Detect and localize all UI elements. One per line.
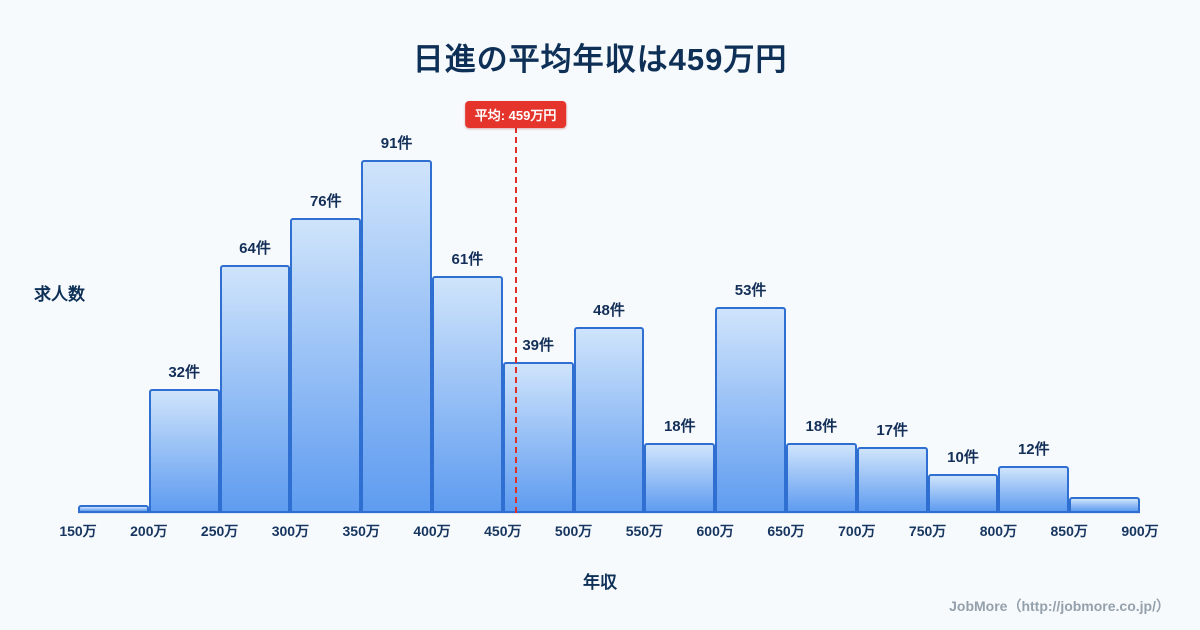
bar-value-label: 39件 [522,337,555,354]
bar-value-label: 48件 [593,302,625,319]
x-tick-label: 700万 [838,523,876,539]
average-badge: 平均: 459万円 [464,101,567,128]
bar [432,276,503,513]
bar-value-label: 64件 [239,240,271,257]
bar-value-label: 12件 [1017,441,1050,458]
bar-value-label: 91件 [380,135,413,152]
x-axis-ticks: 150万 200万 250万 300万 350万 400万 450万 500万 550万 600万… [59,521,1158,541]
x-tick-label: 250万 [200,523,239,539]
bar-value-label: 61件 [451,251,484,268]
bar [856,447,928,513]
bar-value-label: 18件 [805,418,838,435]
x-tick-label: 450万 [484,523,522,539]
bar [573,327,645,513]
x-axis-line [78,513,1140,514]
x-tick-label: 150万 [59,523,97,539]
bar [290,218,362,513]
bar [715,307,786,513]
bar [998,466,1070,513]
x-tick-label: 500万 [554,523,593,539]
x-axis-label: 年収 [583,573,617,592]
y-axis-label: 求人数 [34,285,85,304]
bar-value-label: 10件 [947,449,979,466]
x-tick-label: 800万 [979,523,1018,539]
x-tick-label: 650万 [767,523,805,539]
x-tick-label: 600万 [696,523,734,539]
bar-value-label: 76件 [309,193,342,210]
x-tick-label: 750万 [908,523,947,539]
x-tick-label: 400万 [413,523,451,539]
bar [644,443,716,513]
bar [219,265,291,513]
bar-value-label: 53件 [734,282,767,299]
plot-area: 32件 64件 76件 91件 61件 39件 48件 18件 53件 18件 17件 10件 12件 平… [78,101,1140,513]
bar [927,474,999,513]
average-line [514,127,517,513]
bar [502,362,574,513]
chart-title: 日進の平均年収は459万円 [412,42,788,77]
x-tick-label: 900万 [1121,523,1159,539]
bar [148,389,220,513]
x-tick-label: 550万 [625,523,664,539]
bar [361,160,432,513]
footer-credit: JobMore（http://jobmore.co.jp/） [949,598,1170,614]
x-tick-label: 200万 [130,523,168,539]
bar [1069,497,1140,513]
bar-value-label: 18件 [663,418,696,435]
x-tick-label: 850万 [1050,523,1088,539]
bar-value-label: 32件 [168,364,201,381]
bar [78,505,149,513]
x-tick-label: 300万 [271,523,310,539]
bar-value-label: 17件 [876,422,909,439]
bar [786,443,857,513]
x-tick-label: 350万 [342,523,380,539]
